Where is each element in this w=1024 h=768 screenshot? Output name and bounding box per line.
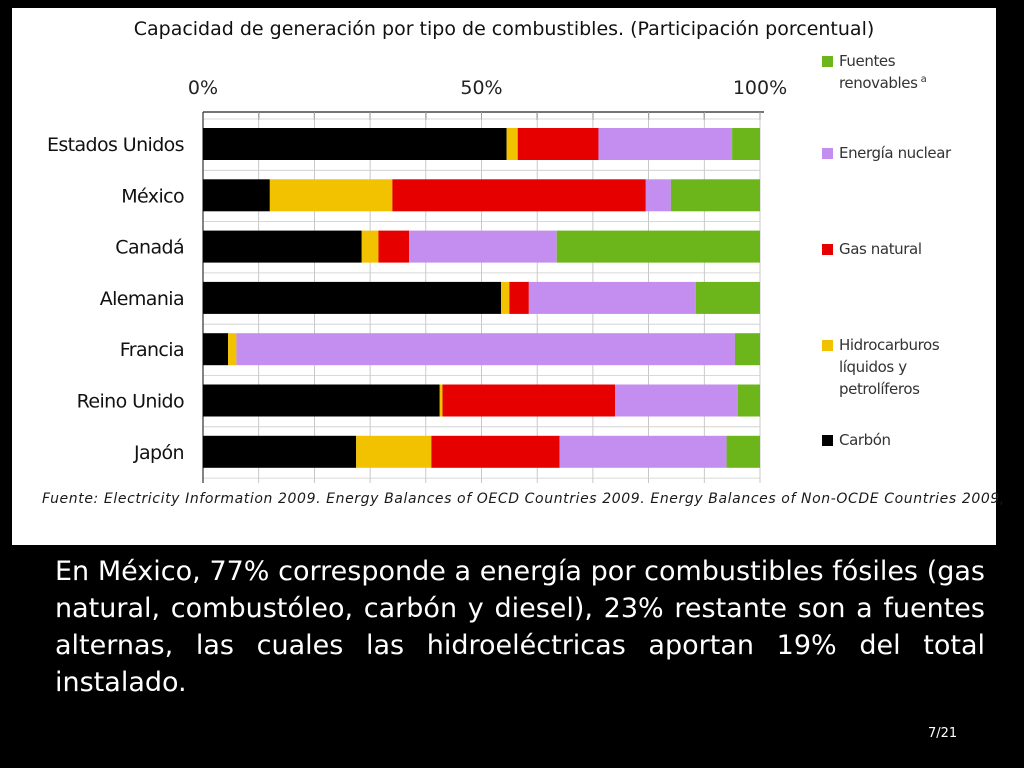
category-label: Francia [120,339,184,361]
category-label: México [121,185,184,207]
x-tick-label: 100% [733,77,787,99]
bar-segment [598,128,733,160]
legend-label: Energía nuclear [839,144,952,162]
bar-segment [615,384,738,417]
stacked-bar-chart: 0% 50% 100% Estados Unidos México Canadá Alema… [47,52,952,483]
bar-segment [378,230,410,263]
category-label: Alemania [100,288,184,310]
slide-body-text: En México, 77% corresponde a energía por… [55,556,985,698]
bar-segment [734,333,760,366]
bar-segment [228,333,237,366]
category-label: Canadá [115,237,184,259]
bar-segment [732,128,760,160]
bar-segment [203,179,270,212]
chart-source: Fuente: Electricity Information 2009. En… [42,491,1002,507]
x-tick-label: 0% [188,77,218,99]
chart-panel: Capacidad de generación por tipo de comb… [12,8,1002,545]
bar-segment [517,128,599,160]
bar-segment [737,384,760,417]
bar-segment [409,230,557,263]
x-tick-label: 50% [460,77,502,99]
bar-segment [442,384,616,417]
legend-label: Fuentes renovables a [839,52,927,92]
chart-title: Capacidad de generación por tipo de comb… [133,18,875,40]
bar-segment [695,281,760,314]
bar-segment [500,281,510,314]
legend-swatch [822,148,833,159]
legend-label: Hidrocarburos líquidos y petrolíferos [839,336,940,398]
category-label: Reino Unido [77,391,184,413]
bar-segment [670,179,760,212]
category-label: Estados Unidos [47,134,184,156]
legend-label: Carbón [839,431,891,449]
bar-segment [528,281,696,314]
bar-segment [392,179,646,212]
slide-number: 7/21 [928,726,958,741]
legend-swatch [822,435,833,446]
bar-segment [509,281,529,314]
bar-segment [556,230,760,263]
bar-segment [356,435,432,468]
legend-swatch [822,56,833,67]
bar-segment [269,179,393,212]
legend-swatch [822,244,833,255]
category-label: Japón [133,442,184,464]
legend-label: Gas natural [839,240,922,258]
bar-segment [439,384,443,417]
bar-segment [203,230,362,263]
bar-segment [236,333,735,366]
bar-segment [203,281,501,314]
bar-segment [431,435,560,468]
bar-segment [645,179,671,212]
bar-segment [203,333,229,366]
bar-segment [559,435,727,468]
legend-swatch [822,340,833,351]
bar-segment [203,128,507,160]
bar-segment [361,230,379,263]
bar-segment [203,435,357,468]
bar-segment [203,384,440,417]
bar-segment [726,435,760,468]
bar-segment [506,128,518,160]
